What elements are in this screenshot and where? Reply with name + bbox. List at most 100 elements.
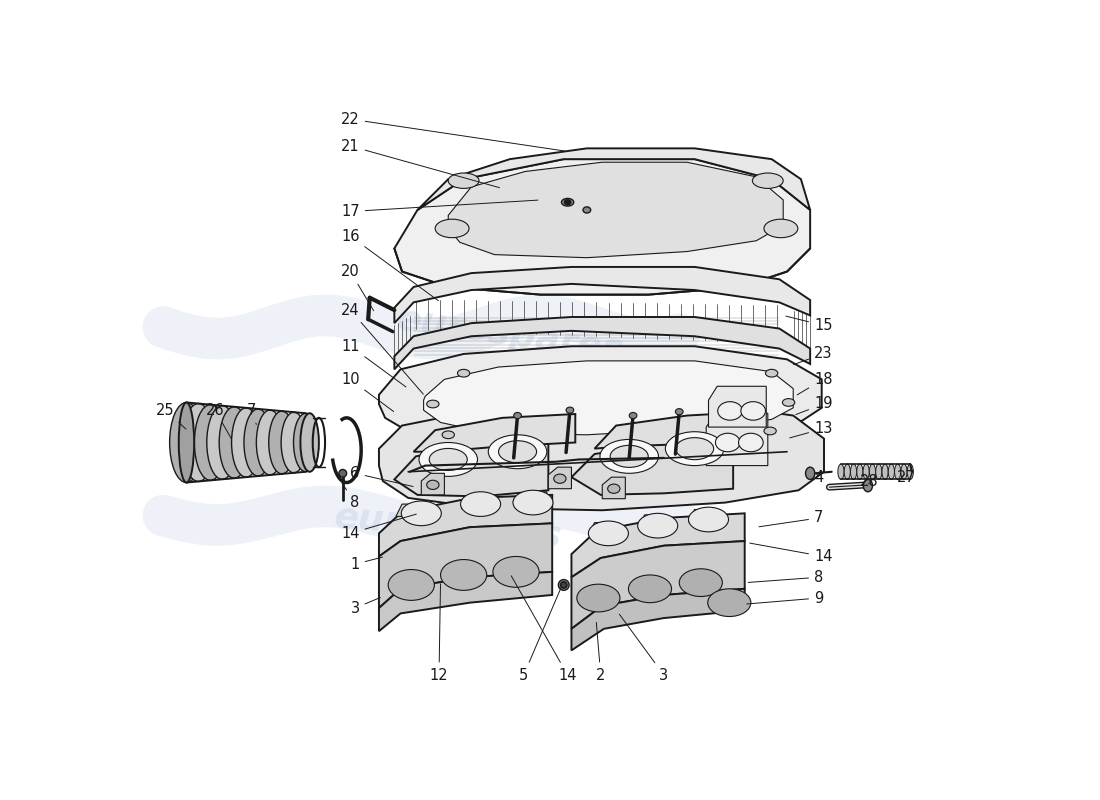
Ellipse shape [838, 464, 844, 479]
Text: 23: 23 [793, 346, 833, 365]
Text: eurospares: eurospares [394, 302, 626, 367]
Ellipse shape [493, 557, 539, 587]
Polygon shape [378, 495, 552, 557]
Ellipse shape [763, 219, 798, 238]
Text: 10: 10 [341, 372, 394, 411]
Text: 2: 2 [596, 622, 605, 682]
Ellipse shape [339, 470, 346, 477]
Text: 20: 20 [341, 264, 374, 310]
Polygon shape [395, 439, 548, 496]
Ellipse shape [282, 412, 307, 473]
Ellipse shape [752, 173, 783, 189]
Polygon shape [572, 514, 745, 578]
Text: 21: 21 [341, 138, 499, 188]
Text: 14: 14 [341, 514, 416, 541]
Ellipse shape [740, 402, 766, 420]
Polygon shape [378, 572, 552, 631]
Polygon shape [395, 317, 810, 370]
Ellipse shape [256, 410, 284, 475]
Text: 9: 9 [747, 590, 823, 606]
Ellipse shape [429, 449, 468, 470]
Ellipse shape [901, 464, 908, 479]
Ellipse shape [689, 507, 728, 532]
Polygon shape [519, 492, 547, 504]
Ellipse shape [610, 446, 648, 467]
Text: 12: 12 [430, 584, 449, 682]
Ellipse shape [638, 514, 678, 538]
Text: 13: 13 [790, 421, 833, 438]
Text: 5: 5 [519, 587, 561, 682]
Text: 19: 19 [795, 397, 833, 414]
Text: 28: 28 [860, 474, 879, 489]
Ellipse shape [680, 569, 723, 597]
Ellipse shape [675, 409, 683, 414]
Text: 24: 24 [341, 302, 424, 394]
Ellipse shape [513, 490, 553, 515]
Text: 18: 18 [798, 372, 833, 395]
Ellipse shape [889, 464, 894, 479]
Ellipse shape [169, 402, 204, 482]
Text: 8: 8 [342, 483, 360, 510]
Polygon shape [708, 386, 767, 427]
Ellipse shape [864, 479, 872, 492]
Text: 15: 15 [785, 316, 833, 333]
Ellipse shape [244, 409, 272, 476]
Ellipse shape [869, 464, 876, 479]
Text: 14: 14 [512, 576, 576, 682]
Text: 17: 17 [341, 200, 538, 219]
Ellipse shape [628, 575, 671, 602]
Text: 25: 25 [156, 402, 186, 429]
Ellipse shape [864, 464, 869, 479]
Ellipse shape [894, 464, 901, 479]
Ellipse shape [498, 441, 537, 462]
Ellipse shape [766, 370, 778, 377]
Ellipse shape [707, 589, 751, 617]
Ellipse shape [219, 406, 250, 478]
Polygon shape [449, 162, 783, 258]
Text: 3: 3 [619, 614, 669, 682]
Text: eurospares: eurospares [333, 500, 563, 554]
Ellipse shape [294, 414, 318, 472]
Ellipse shape [908, 464, 913, 479]
Text: 4: 4 [814, 470, 823, 485]
Text: 1: 1 [351, 557, 383, 572]
Ellipse shape [576, 584, 620, 612]
Ellipse shape [876, 464, 882, 479]
Ellipse shape [717, 402, 743, 420]
Ellipse shape [738, 434, 763, 452]
Polygon shape [395, 159, 810, 294]
Text: 26: 26 [206, 402, 231, 438]
Ellipse shape [300, 414, 319, 472]
Ellipse shape [583, 207, 591, 213]
Ellipse shape [564, 200, 571, 205]
Ellipse shape [561, 582, 566, 588]
Ellipse shape [514, 413, 521, 418]
Ellipse shape [427, 400, 439, 408]
Ellipse shape [207, 406, 238, 479]
Ellipse shape [559, 579, 569, 590]
Polygon shape [424, 361, 793, 435]
Polygon shape [548, 467, 572, 489]
Ellipse shape [195, 405, 227, 480]
Ellipse shape [600, 439, 659, 474]
Ellipse shape [629, 413, 637, 418]
Ellipse shape [805, 467, 815, 479]
Ellipse shape [458, 370, 470, 377]
Ellipse shape [232, 408, 261, 477]
Ellipse shape [844, 464, 850, 479]
Polygon shape [594, 412, 757, 449]
Ellipse shape [436, 219, 469, 238]
Text: 3: 3 [351, 598, 381, 615]
Polygon shape [378, 346, 822, 446]
Ellipse shape [566, 407, 574, 414]
Ellipse shape [449, 173, 480, 189]
Text: 27: 27 [896, 470, 915, 485]
Ellipse shape [461, 492, 500, 517]
Ellipse shape [427, 480, 439, 490]
Ellipse shape [882, 464, 888, 479]
Text: 6: 6 [351, 466, 414, 486]
Text: 7: 7 [246, 402, 256, 425]
Ellipse shape [588, 521, 628, 546]
Ellipse shape [419, 442, 477, 476]
Ellipse shape [607, 484, 620, 494]
